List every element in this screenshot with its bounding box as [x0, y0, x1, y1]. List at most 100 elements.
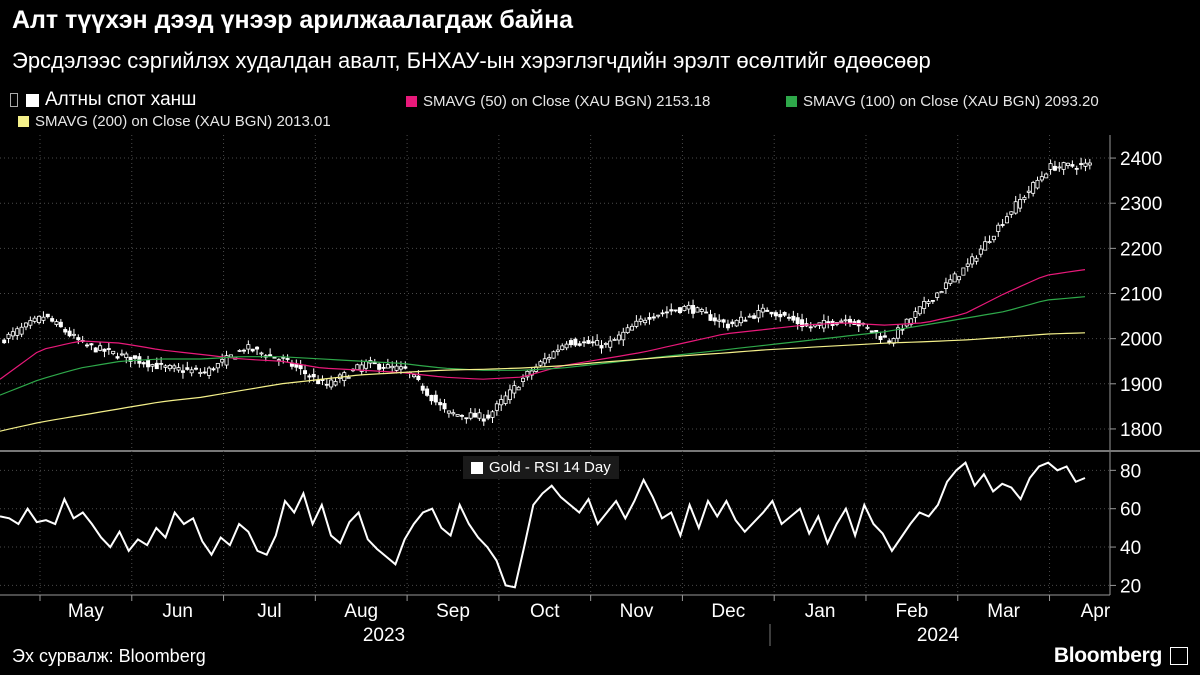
legend-sma50: SMAVG (50) on Close (XAU BGN) 2153.18 — [406, 93, 710, 110]
candle-body — [983, 241, 988, 251]
month-label: Jun — [162, 601, 193, 622]
candle-body — [704, 311, 709, 314]
candle-body — [2, 339, 7, 344]
candle-body — [412, 374, 417, 378]
candle-body — [464, 417, 469, 420]
candle-body — [6, 333, 11, 339]
candle-body — [224, 355, 229, 366]
legend-main: Алтны спот ханш — [10, 89, 196, 111]
candle-body — [303, 370, 308, 375]
candle-body — [446, 410, 451, 414]
rsi-line — [0, 461, 1086, 589]
candle-body — [307, 375, 312, 378]
chart-title: Алт түүхэн дээд үнээр арилжаалагдаж байн… — [12, 6, 574, 34]
candle-body — [76, 337, 81, 341]
candle-body — [154, 362, 159, 370]
candle-body — [1083, 162, 1088, 167]
candle-body — [237, 350, 242, 352]
candle-body — [538, 361, 543, 366]
month-label: Jan — [805, 601, 836, 622]
candle-body — [743, 319, 748, 322]
candle-body — [185, 367, 190, 370]
candle-body — [922, 301, 927, 309]
month-label: Oct — [530, 601, 560, 622]
candle-body — [385, 364, 390, 369]
candle-body — [333, 381, 338, 386]
candle-body — [1000, 224, 1005, 226]
candle-body — [734, 319, 739, 327]
candle-body — [773, 312, 778, 317]
candle-body — [712, 317, 717, 322]
month-label: Apr — [1081, 601, 1111, 622]
candle-body — [381, 367, 386, 369]
candle-body — [433, 394, 438, 403]
candle-body — [355, 364, 360, 370]
candle-body — [481, 418, 486, 422]
sma100-line — [0, 296, 1086, 396]
chart-subtitle: Эрсдэлээс сэргийлэх худалдан авалт, БНХА… — [12, 48, 931, 73]
candle-body — [747, 315, 752, 318]
candle-body — [98, 345, 103, 351]
candle-body — [547, 357, 552, 360]
legend-swatch-sma100 — [786, 96, 797, 107]
candle-body — [699, 309, 704, 312]
brand-logo: Bloomberg — [1053, 644, 1162, 667]
candle-body — [106, 348, 111, 350]
candle-body — [551, 351, 556, 359]
candle-body — [991, 235, 996, 241]
candle-body — [752, 315, 757, 319]
candle-body — [1048, 163, 1053, 170]
price-tick-label: 2200 — [1120, 239, 1162, 260]
candle-body — [948, 279, 953, 284]
candle-body — [974, 257, 979, 262]
candle-body — [364, 361, 369, 369]
candle-body — [952, 273, 957, 283]
candle-body — [725, 323, 730, 329]
candle-body — [23, 322, 28, 328]
candle-body — [590, 341, 595, 344]
price-tick-label: 1800 — [1120, 420, 1162, 441]
candle-body — [499, 399, 504, 406]
candle-body — [298, 364, 303, 370]
candle-body — [895, 327, 900, 339]
candle-body — [10, 331, 15, 337]
candle-body — [1061, 162, 1066, 170]
candle-body — [677, 307, 682, 314]
candle-body — [917, 306, 922, 315]
candle-body — [150, 364, 155, 367]
candle-body — [202, 371, 207, 374]
candle-body — [189, 369, 194, 374]
candle-body — [32, 317, 37, 322]
candle-body — [346, 376, 351, 379]
candle-body — [651, 316, 656, 319]
candle-body — [1052, 165, 1057, 171]
candle-body — [119, 353, 124, 356]
candle-body — [207, 367, 212, 376]
candle-body — [15, 328, 20, 336]
candle-body — [634, 320, 639, 327]
candle-body — [599, 345, 604, 349]
candle-body — [67, 330, 72, 337]
candle-body — [19, 326, 24, 335]
candle-body — [180, 370, 185, 373]
candle-body — [1070, 164, 1075, 167]
candle-body — [1087, 162, 1092, 166]
candle-body — [89, 343, 94, 346]
candle-body — [394, 365, 399, 371]
candle-body — [311, 373, 316, 378]
candle-body — [987, 241, 992, 244]
candle-body — [390, 365, 395, 369]
candle-body — [800, 319, 805, 328]
month-label: Mar — [987, 601, 1020, 622]
candle-body — [398, 366, 403, 370]
candle-body — [146, 359, 151, 368]
candle-body — [1035, 179, 1040, 189]
candle-body — [1004, 216, 1009, 224]
bloomberg-icon — [1170, 647, 1188, 665]
candle-body — [425, 388, 430, 396]
candle-body — [603, 343, 608, 345]
candle-body — [416, 375, 421, 380]
candle-body — [377, 363, 382, 370]
candle-body — [691, 305, 696, 314]
candle-body — [839, 320, 844, 323]
